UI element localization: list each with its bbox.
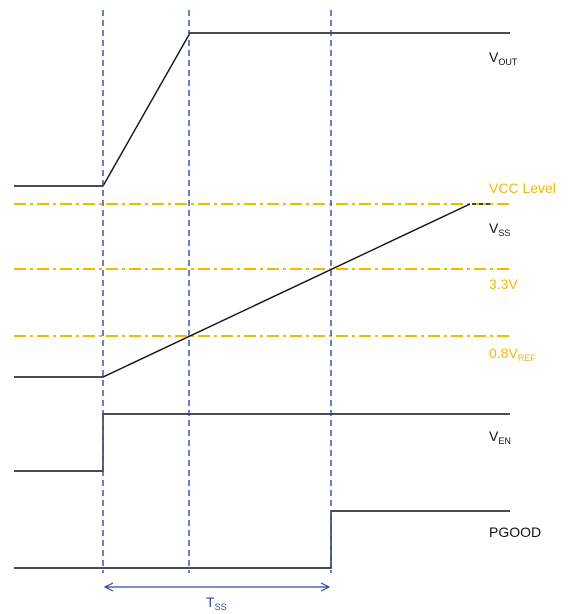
vref-level-label: 0.8VREF — [489, 345, 536, 363]
vout-label: VOUT — [489, 49, 518, 67]
vout-waveform — [14, 32, 510, 187]
vcc-level-label: VCC Level — [489, 180, 556, 196]
tss-label: TSS — [206, 594, 227, 612]
pgood-waveform — [14, 510, 510, 569]
ven-waveform — [14, 413, 510, 472]
pgood-label: PGOOD — [489, 524, 541, 540]
vss-waveform — [14, 203, 471, 378]
v33-level-label: 3.3V — [489, 276, 518, 292]
ven-label: VEN — [489, 428, 511, 446]
vss-label: VSS — [489, 220, 510, 238]
